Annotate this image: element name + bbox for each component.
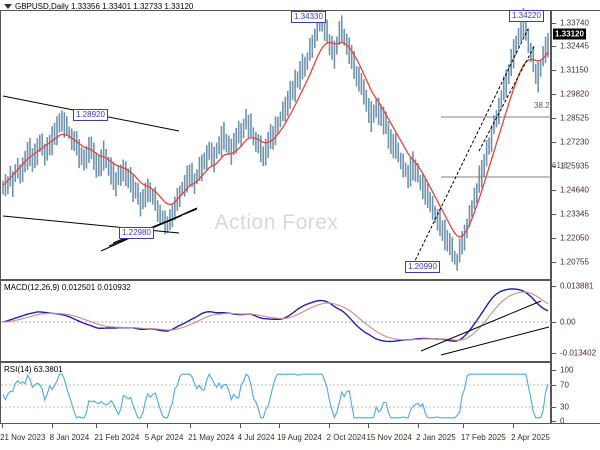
axis-tick-mark [552,421,556,422]
price-callout[interactable]: 1.22980 [119,227,154,239]
macd-pane[interactable]: MACD(12,26,9) 0.012501 0.010932 [0,280,552,362]
axis-tick-mark [552,214,556,215]
rsi-axis-tick: 100 [560,365,574,375]
axis-tick-host: 1.33740 1.32445 1.31150 1.29820 1.28525 1.272… [552,11,600,426]
symbol-label: GBPUSD,Daily 1.33356 1.33401 1.32733 1.3… [15,2,194,11]
price-callout[interactable]: 1.28920 [73,109,108,121]
fib-level-label: 61.8 [552,161,568,170]
date-tick-host: 21 Nov 2023 8 Jan 2024 21 Feb 2024 5 Apr 20… [0,424,600,450]
macd-trendlines [420,300,550,356]
macd-plot [1,288,552,356]
axis-tick-mark [552,70,556,71]
chart-header: GBPUSD,Daily 1.33356 1.33401 1.32733 1.3… [0,0,600,13]
price-axis-tick: 1.32445 [560,41,589,51]
date-axis-label: 8 Jan 2024 [49,433,90,442]
axis-tick-mark [552,238,556,239]
date-tick-mark [418,424,420,428]
macd-axis-tick: 0.00 [560,317,576,327]
axis-tick-mark [552,23,556,24]
price-axis-tick: 1.29820 [560,89,589,99]
date-tick-mark [239,424,241,428]
date-axis-label: 5 Apr 2024 [144,433,184,442]
date-tick-mark [96,424,98,428]
axis-tick-mark [552,142,556,143]
price-axis-tick: 1.24640 [560,185,589,195]
date-tick-mark [190,424,192,428]
macd-axis-tick: 0.013881 [560,281,594,291]
fib-levels [441,116,552,178]
date-axis-label: 21 Feb 2024 [94,433,140,442]
price-axis-tick: 1.20755 [560,257,589,267]
fib-level-label: 38.2 [534,101,550,110]
date-tick-mark [2,424,4,428]
rsi-line [2,372,549,419]
price-axis-tick: 1.27230 [560,137,589,147]
rsi-axis-tick: 30 [560,402,569,412]
price-callout[interactable]: 1.34330 [291,11,326,23]
date-axis-label: 15 Nov 2024 [366,433,412,442]
price-axis-tick: 1.33740 [560,18,589,28]
rsi-axis-tick: 0 [560,416,565,426]
triangle-down-icon[interactable] [4,4,12,9]
last-price-badge: 1.33120 [553,28,586,40]
date-axis-label: 17 Feb 2025 [460,433,506,442]
date-tick-mark [328,424,330,428]
axis-tick-mark [552,118,556,119]
date-tick-mark [368,424,370,428]
date-axis-label: 21 May 2024 [188,433,235,442]
price-callout[interactable]: 1.20990 [405,261,440,273]
axis-tick-mark [552,370,556,371]
price-callout[interactable]: 1.34220 [509,10,544,22]
value-axis-pane[interactable]: 1.33740 1.32445 1.31150 1.29820 1.28525 1.272… [551,10,600,426]
moving-average-line [2,41,549,238]
axis-tick-mark [552,407,556,408]
macd-signal-line [2,291,549,341]
rsi-axis-tick: 70 [560,380,569,390]
date-tick-mark [146,424,148,428]
price-axis-tick: 1.28525 [560,113,589,123]
price-axis-tick: 1.22050 [560,233,589,243]
axis-tick-mark [552,385,556,386]
projection-lines [410,28,536,270]
macd-title: MACD(12,26,9) 0.012501 0.010932 [4,283,131,292]
axis-tick-mark [552,94,556,95]
axis-tick-mark [552,166,556,167]
price-plot [2,7,552,271]
date-axis-label: 4 Jul 2024 [237,433,275,442]
date-tick-mark [462,424,464,428]
date-tick-mark [278,424,280,428]
date-tick-mark [513,424,515,428]
date-axis-label: 2 Jan 2025 [416,433,456,442]
axis-tick-mark [552,286,556,287]
axis-tick-mark [552,322,556,323]
date-tick-mark [51,424,53,428]
date-axis[interactable]: 21 Nov 2023 8 Jan 2024 21 Feb 2024 5 Apr 20… [0,424,600,450]
macd-main-line [2,288,549,343]
date-axis-label: 19 Aug 2024 [276,433,322,442]
price-pane[interactable]: Action Forex [0,7,568,280]
axis-tick-mark [552,46,556,47]
rsi-plot [1,372,552,419]
price-axis-tick: 1.31150 [560,65,589,75]
axis-tick-mark [552,262,556,263]
price-axis-tick: 1.25935 [560,161,589,171]
price-axis-tick: 1.23345 [560,209,589,219]
date-axis-label: 2 Oct 2024 [326,433,366,442]
axis-tick-mark [552,190,556,191]
rsi-title: RSI(14) 63.3801 [4,365,63,374]
axis-tick-mark [552,353,556,354]
macd-axis-tick: -0.013402 [560,348,597,358]
rsi-pane[interactable]: RSI(14) 63.3801 [0,362,552,424]
date-axis-label: 21 Nov 2023 [0,433,46,442]
date-axis-label: 2 Apr 2025 [511,433,550,442]
